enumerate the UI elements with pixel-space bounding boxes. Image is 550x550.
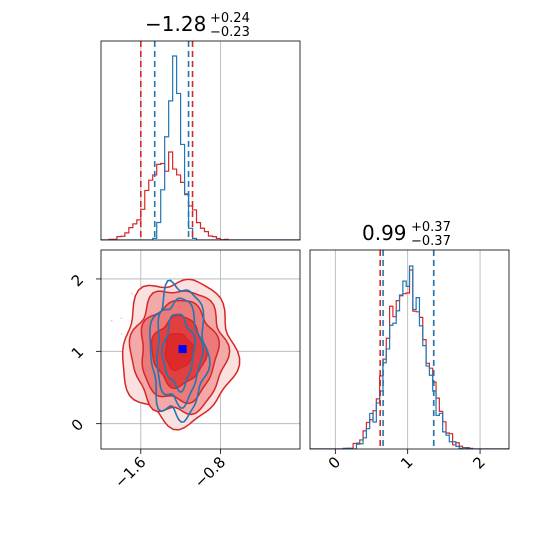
contour-blue [148, 279, 211, 423]
density-contours [121, 278, 241, 431]
sample-point [130, 292, 133, 295]
y-tick-label: 2 [68, 271, 87, 290]
grid-param2 [334, 250, 481, 449]
sample-point [120, 317, 123, 320]
histogram-param2-panel [309, 249, 510, 450]
y-tick-label: 0 [68, 415, 87, 434]
axes-frame-param1 [100, 40, 301, 241]
histograms-param1 [101, 55, 300, 240]
x-tick-label: 2 [469, 453, 488, 472]
param1-title-lower: −0.23 [210, 25, 250, 40]
quantile-lines-param1 [140, 41, 194, 240]
histogram-series-blue [310, 265, 509, 449]
axes-frame-joint [100, 249, 301, 450]
histogram-series-red [310, 269, 509, 449]
param1-title-upper: +0.24 [210, 11, 250, 26]
contour-blue [161, 313, 196, 393]
contour-blue [156, 297, 204, 409]
quantile-lines-param2 [379, 250, 435, 449]
y-tick-label: 1 [68, 343, 87, 362]
histogram-series-blue [101, 55, 300, 240]
x-tick-label: −1.6 [111, 453, 149, 491]
param1-title: −1.28 [145, 12, 206, 36]
truth-marker [178, 345, 187, 354]
joint-density-panel [100, 249, 301, 450]
param2-title-lower: −0.37 [411, 234, 451, 249]
param2-title-upper: +0.37 [411, 220, 451, 235]
axes-frame-param2 [309, 249, 510, 450]
histograms-param2 [310, 265, 509, 449]
param2-title: 0.99 [362, 221, 407, 245]
histogram-param1-panel [100, 40, 301, 241]
sample-point [110, 319, 113, 322]
x-tick-label: 1 [397, 453, 416, 472]
x-tick-label: −0.8 [191, 453, 229, 491]
sample-point [120, 333, 123, 336]
histogram-series-red [101, 151, 300, 240]
x-tick-label: 0 [325, 453, 344, 472]
